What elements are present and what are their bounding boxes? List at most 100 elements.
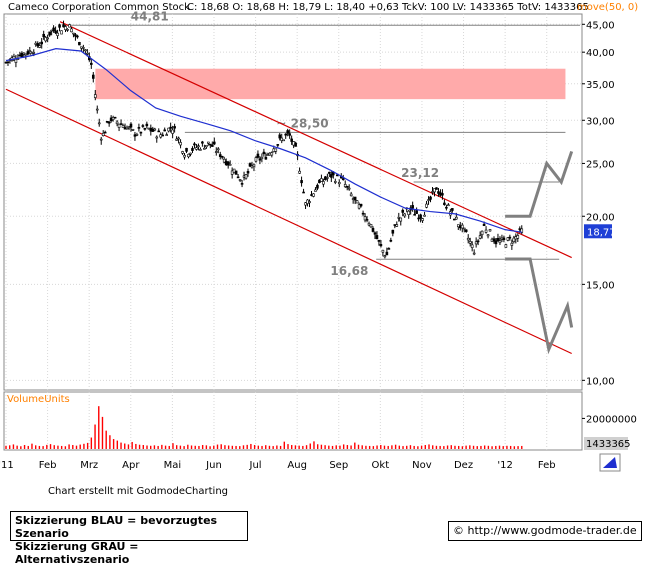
price-bar-body	[355, 200, 359, 204]
price-bar-body	[48, 31, 51, 36]
price-bar-body	[294, 142, 297, 147]
price-bar-body	[349, 193, 353, 197]
price-bar-body	[145, 123, 149, 127]
price-bar-body	[139, 131, 143, 134]
price-bar-body	[435, 187, 438, 190]
price-bar-body	[72, 32, 75, 35]
price-bar-body	[516, 235, 520, 239]
price-bar-body	[169, 126, 172, 129]
price-bar-body	[117, 123, 121, 128]
price-bar-body	[32, 52, 36, 54]
x-tick-label: Okt	[372, 460, 390, 471]
price-bar-body	[82, 47, 85, 49]
channel-line	[59, 21, 572, 259]
price-bar-body	[74, 34, 77, 37]
price-bar-body	[369, 224, 373, 228]
price-bar-body	[280, 137, 284, 141]
level-label: ~ 28,50	[276, 116, 328, 130]
price-bar-body	[482, 223, 486, 227]
price-bar-body	[161, 134, 165, 137]
price-bar-body	[167, 127, 170, 132]
price-bar-body	[14, 59, 18, 63]
price-bar-body	[105, 120, 109, 123]
last-price-tag	[584, 224, 612, 239]
price-bar-body	[407, 210, 410, 215]
price-bar-body	[101, 132, 105, 137]
price-bar-body	[411, 205, 414, 209]
price-bar-body	[413, 214, 416, 216]
channel-line	[5, 88, 572, 355]
price-bar-body	[502, 237, 506, 241]
price-bar-body	[359, 203, 363, 207]
ma-label: move(50, 0)	[577, 2, 638, 13]
price-bar-body	[462, 227, 466, 230]
y-tick-label: 40,00	[586, 48, 615, 59]
price-bar-body	[466, 237, 470, 241]
x-tick-label: Jul	[249, 460, 262, 471]
price-bar-body	[99, 138, 103, 141]
price-bar-body	[143, 128, 147, 130]
price-bar-body	[58, 24, 61, 28]
price-bar-body	[345, 185, 349, 188]
volume-label: VolumeUnits	[7, 394, 70, 405]
price-bar-body	[127, 126, 131, 129]
price-bar-body	[282, 139, 286, 142]
price-bar-body	[129, 123, 133, 128]
x-tick-label: '11	[0, 460, 14, 471]
price-bar-body	[42, 33, 45, 38]
source-url[interactable]: © http://www.godmode-trader.de	[448, 521, 642, 541]
chart-navigator-icon[interactable]	[599, 453, 621, 472]
price-bar-body	[520, 228, 524, 233]
price-bar-body	[68, 24, 71, 28]
price-bar-body	[274, 148, 278, 152]
y-tick-label: 30,00	[586, 116, 615, 127]
price-bar-body	[472, 252, 476, 255]
price-bar-body	[333, 181, 337, 183]
price-bar-body	[468, 241, 472, 244]
price-bar-body	[52, 27, 55, 31]
price-bar-body	[335, 174, 339, 177]
price-bar-body	[494, 240, 498, 245]
price-bar-body	[76, 35, 79, 38]
price-bar-body	[191, 148, 194, 151]
price-bar-body	[451, 208, 454, 211]
x-tick-label: Feb	[39, 460, 57, 471]
price-bar-body	[95, 108, 99, 111]
price-panel-frame	[3, 13, 583, 391]
price-bar-body	[179, 142, 182, 146]
price-bar-body	[363, 216, 367, 221]
price-bar-body	[478, 235, 482, 239]
price-bar-body	[353, 196, 357, 201]
price-bar-body	[60, 30, 63, 35]
price-bar-body	[415, 210, 418, 214]
resistance-zone	[95, 68, 566, 100]
price-bar-body	[173, 126, 176, 129]
price-bar-body	[153, 128, 157, 131]
price-bar-body	[258, 158, 262, 161]
stock-chart: 44,81 ~ 28,50 23,12 16,68 45,00 40,00 35,00 30…	[0, 2, 639, 472]
price-bar-body	[121, 125, 125, 128]
price-bar-body	[302, 191, 305, 194]
price-bar-body	[264, 156, 268, 160]
price-bar-body	[214, 151, 218, 153]
price-bar-body	[492, 238, 496, 242]
price-bar-body	[290, 138, 293, 142]
price-bar-body	[6, 61, 10, 64]
price-bar-body	[308, 201, 311, 204]
price-bar-body	[341, 178, 345, 180]
price-bar-body	[64, 26, 67, 31]
price-bar-body	[28, 50, 32, 52]
price-bar-body	[298, 170, 301, 174]
price-bar-body	[115, 121, 119, 125]
price-bar-body	[93, 94, 97, 98]
price-bar-body	[425, 203, 428, 208]
y-tick-label: 10,00	[586, 376, 615, 387]
price-bar-body	[383, 255, 387, 258]
volume-tick-label: 20000000	[586, 414, 637, 425]
price-bar-body	[447, 204, 450, 207]
price-bar-body	[189, 152, 192, 155]
price-bar-body	[284, 133, 288, 136]
level-label: 44,81	[131, 9, 169, 23]
price-bar-body	[199, 149, 202, 151]
price-bar-body	[427, 199, 430, 201]
